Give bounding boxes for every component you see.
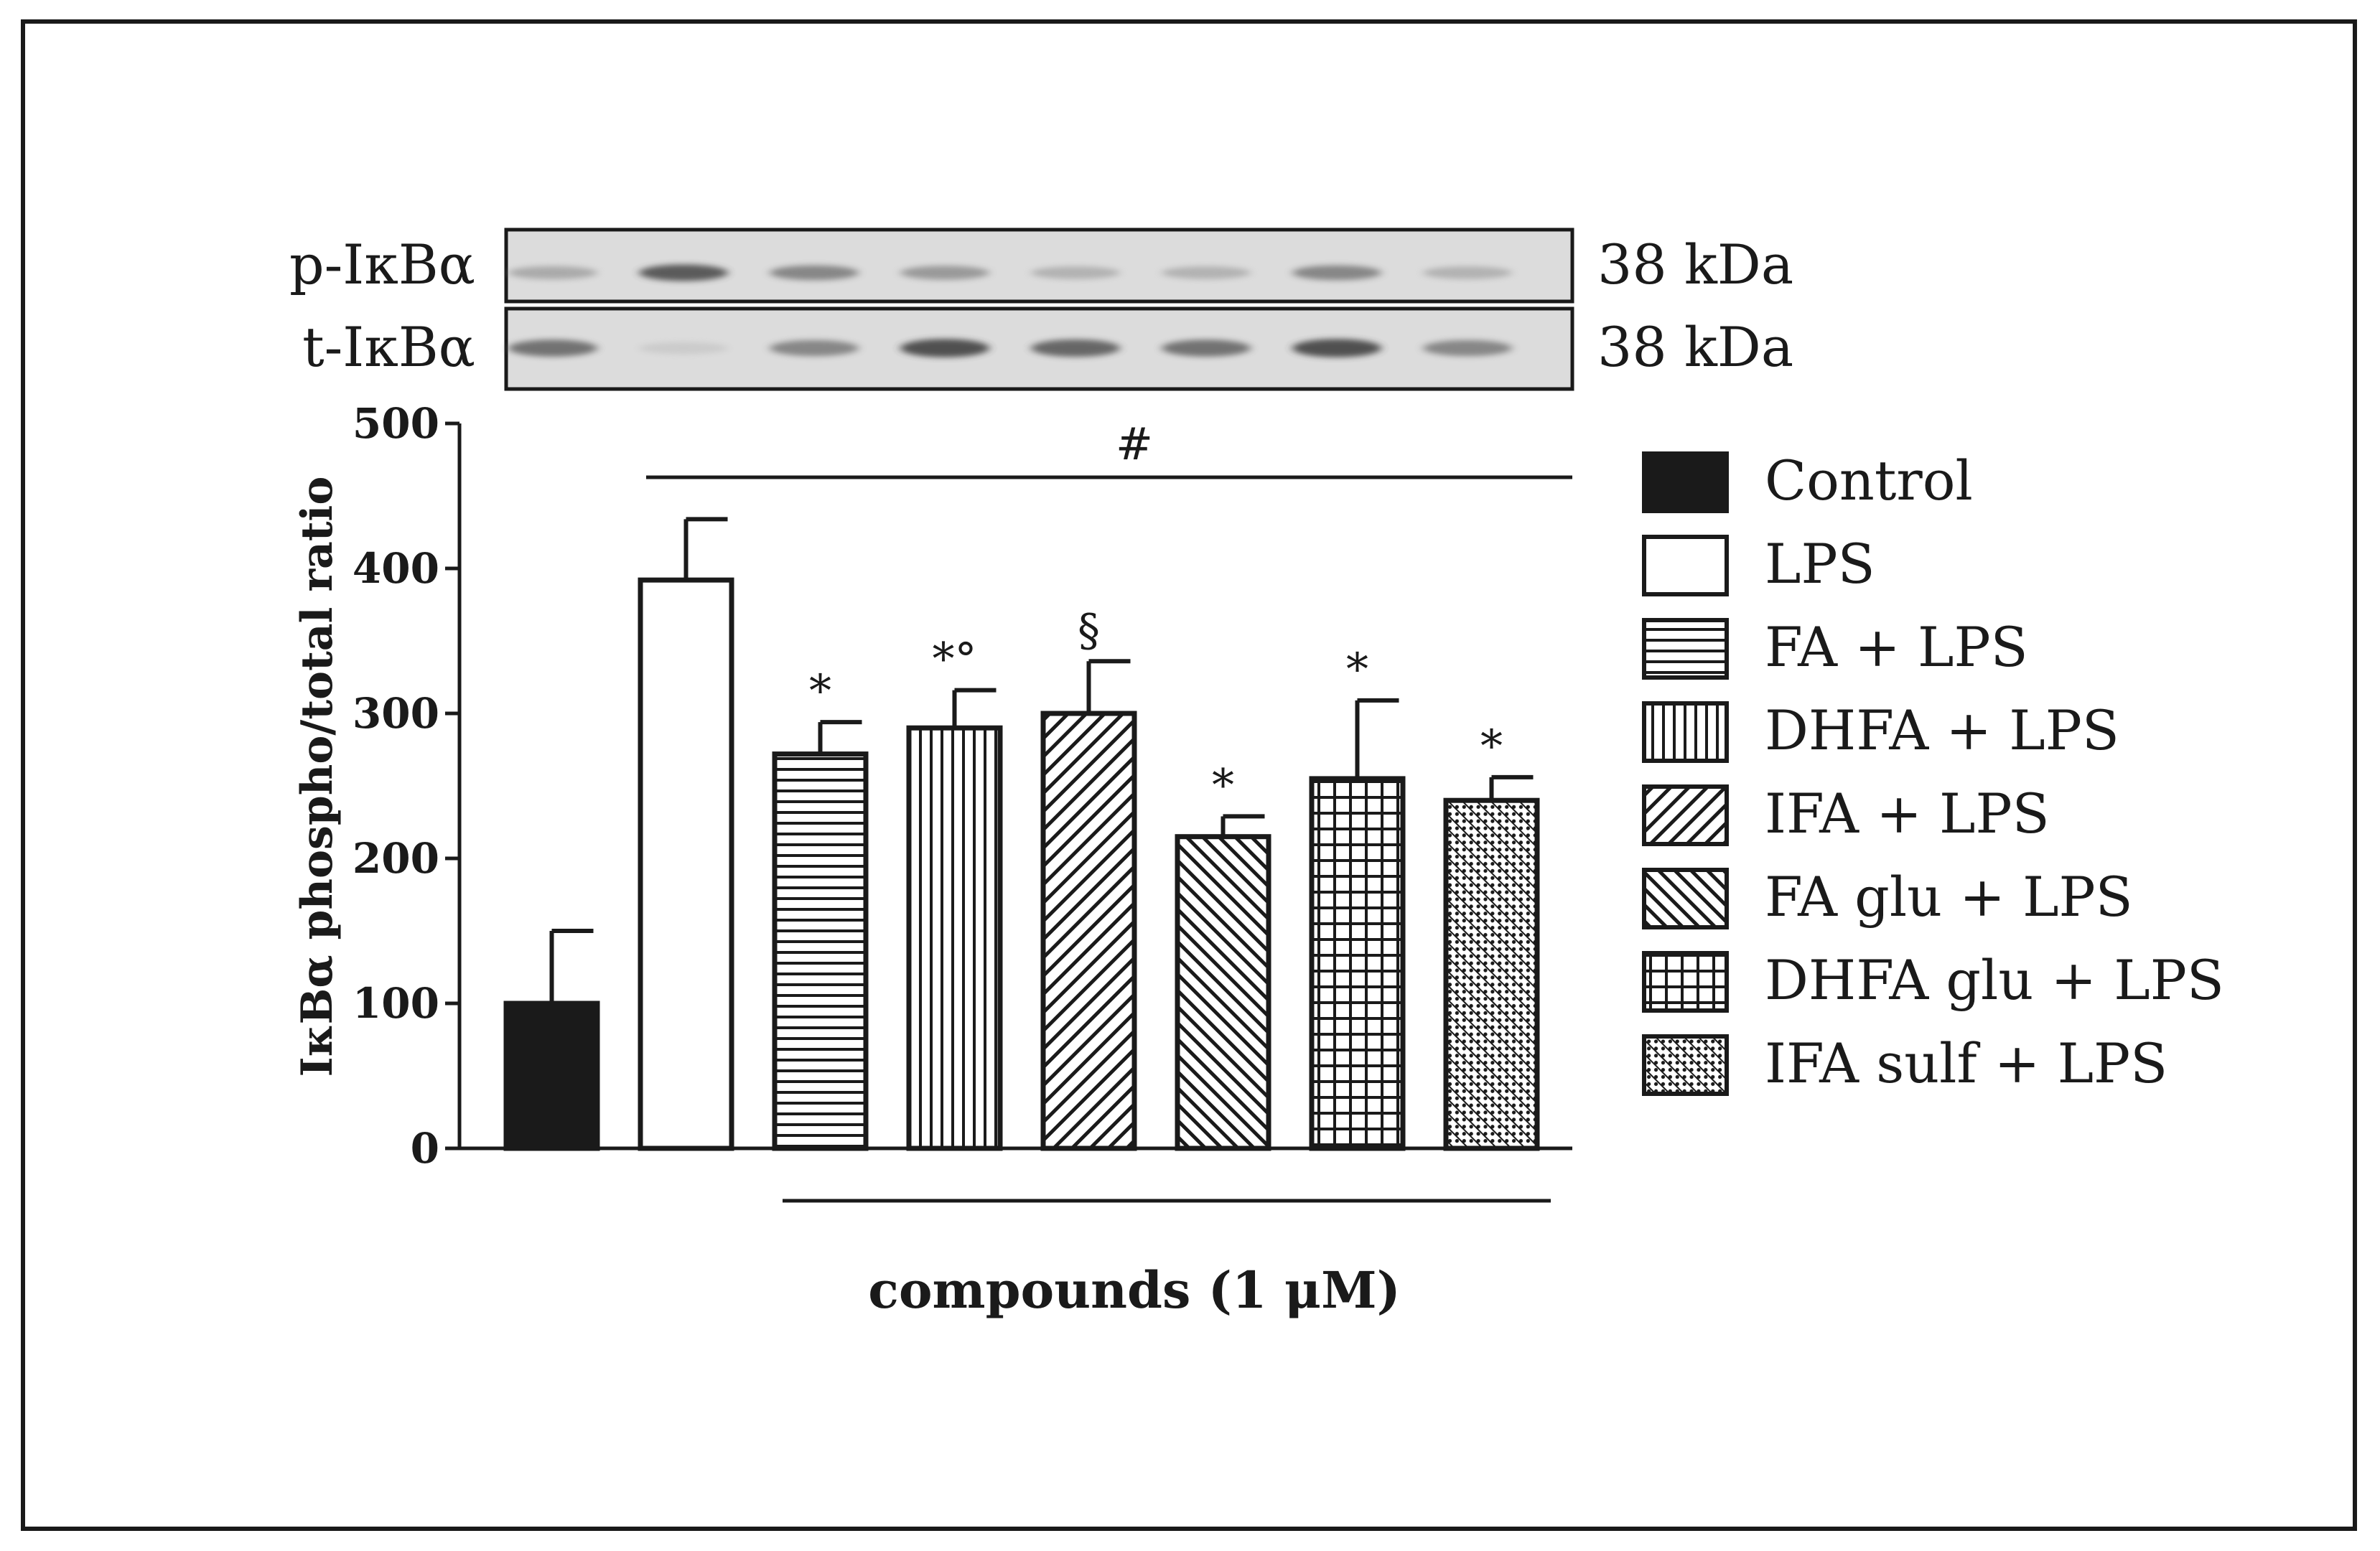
bar [906,725,1003,1151]
legend-label: DHFA + LPS [1765,698,2119,762]
bar-annotations: * *° § * * * [809,604,1503,811]
bar [1309,776,1406,1151]
blot-band [1423,339,1512,357]
legend-label: IFA + LPS [1765,782,2050,845]
legend-swatch [1642,701,1729,763]
blot-band [1423,266,1512,279]
blot-band [1031,266,1120,279]
y-tick-label: 200 [353,834,439,883]
blot-bands-phospho [508,264,1512,281]
blot-label-total: t-IκBα [302,315,475,379]
significance-label: # [1116,418,1153,470]
legend-label: Control [1765,449,1973,512]
blot-band [508,266,597,280]
y-axis-label: IκBα phospho/total ratio [292,477,342,1077]
bar-annotation: § [1078,604,1100,656]
blot-bands-total [508,339,1512,357]
blot-band [770,265,859,281]
bar-annotation: * [1212,759,1234,811]
y-axis-ticks: 0 100 200 300 400 500 [353,399,459,1173]
blot-band [508,339,597,357]
blot-band [1292,265,1381,281]
bar [638,577,734,1151]
legend-label: FA glu + LPS [1765,865,2133,929]
legend-swatch [1642,535,1729,596]
legend-swatch [1642,618,1729,680]
legend-label: FA + LPS [1765,615,2028,679]
bar-chart: IκBα phospho/total ratio 0 100 200 300 400 50… [292,399,1572,1320]
bar [1175,834,1271,1151]
blot-band [900,339,989,357]
error-bars [549,517,1534,1003]
legend-swatch [1642,784,1729,846]
y-tick-label: 300 [353,689,439,738]
y-tick-label: 0 [411,1124,439,1173]
blot-band [1031,339,1120,357]
kda-label-phospho: 38 kDa [1597,233,1793,296]
bar [1443,797,1540,1151]
kda-label-total: 38 kDa [1597,315,1793,379]
legend-swatch [1642,868,1729,929]
bars [503,577,1540,1151]
blot-band [1162,266,1251,279]
bar-annotation: * [809,665,831,717]
legend-swatch [1642,451,1729,513]
legend-label: IFA sulf + LPS [1765,1031,2167,1095]
bar-annotation: *° [933,633,977,685]
western-blot: p-IκBα 38 kDa t-IκBα 38 kDa [289,228,1793,391]
blot-band [900,266,989,280]
blot-band [1292,339,1381,357]
blot-row-total: t-IκBα 38 kDa [302,306,1793,391]
compounds-group-label: compounds (1 μM) [868,1260,1401,1320]
blot-row-phospho: p-IκBα 38 kDa [289,228,1793,304]
legend-label: LPS [1765,532,1875,596]
legend-label: DHFA glu + LPS [1765,948,2224,1012]
legend-swatch [1642,951,1729,1013]
blot-band [1162,339,1251,357]
bar-annotation: * [1480,720,1503,772]
bar-annotation: * [1346,643,1368,695]
y-tick-label: 500 [353,399,439,448]
blot-band [639,264,728,281]
blot-band [770,339,859,357]
y-tick-label: 400 [353,544,439,593]
y-tick-label: 100 [353,979,439,1028]
bar [1040,711,1137,1151]
blot-band [639,342,728,355]
legend: Control LPS FA + LPS DHFA + LPS IFA + LPS FA … [1642,449,2224,1096]
blot-label-phospho: p-IκBα [289,233,475,296]
bar [503,1001,600,1151]
bar [772,751,869,1151]
legend-swatch [1642,1034,1729,1096]
